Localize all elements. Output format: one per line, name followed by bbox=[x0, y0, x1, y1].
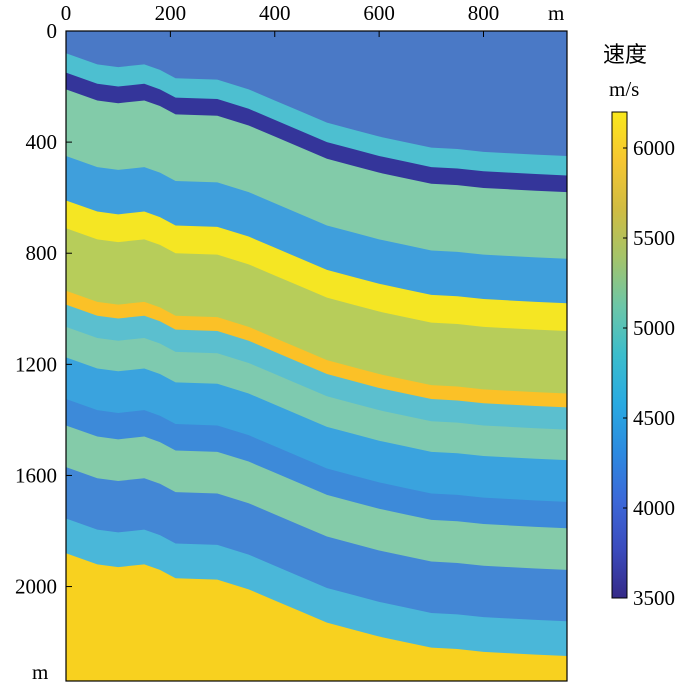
colorbar-tick-label-6000: 6000 bbox=[633, 136, 675, 160]
x-axis-unit-label: m bbox=[548, 1, 564, 25]
x-tick-label-0: 0 bbox=[61, 1, 72, 25]
plot-frame bbox=[65, 30, 568, 682]
y-tick-label-0: 0 bbox=[47, 19, 58, 43]
colorbar-tick-label-4000: 4000 bbox=[633, 496, 675, 520]
colorbar bbox=[611, 111, 628, 599]
y-tick-label-400: 400 bbox=[26, 130, 58, 154]
x-tick-label-400: 400 bbox=[259, 1, 291, 25]
x-tick-label-200: 200 bbox=[155, 1, 187, 25]
plot-area bbox=[66, 31, 567, 681]
y-tick-label-1600: 1600 bbox=[15, 463, 57, 487]
x-axis-ticks: 0 200 400 600 800 bbox=[61, 1, 500, 37]
y-axis-unit-label: m bbox=[32, 660, 48, 682]
colorbar-tick-label-3500: 3500 bbox=[633, 586, 675, 610]
y-tick-label-800: 800 bbox=[26, 241, 58, 265]
colorbar-ticks: 3500 4000 4500 5000 5500 6000 bbox=[623, 136, 675, 610]
x-tick-label-800: 800 bbox=[468, 1, 500, 25]
y-axis-ticks: 0 400 800 1200 1600 2000 bbox=[15, 19, 72, 599]
x-tick-label-600: 600 bbox=[363, 1, 395, 25]
colorbar-title: 速度 bbox=[603, 43, 647, 68]
velocity-layer-16 bbox=[66, 553, 567, 681]
y-tick-label-2000: 2000 bbox=[15, 575, 57, 599]
y-tick-label-1200: 1200 bbox=[15, 352, 57, 376]
colorbar-unit: m/s bbox=[609, 77, 639, 101]
colorbar-tick-label-4500: 4500 bbox=[633, 406, 675, 430]
colorbar-tick-label-5500: 5500 bbox=[633, 226, 675, 250]
colorbar-tick-label-5000: 5000 bbox=[633, 316, 675, 340]
